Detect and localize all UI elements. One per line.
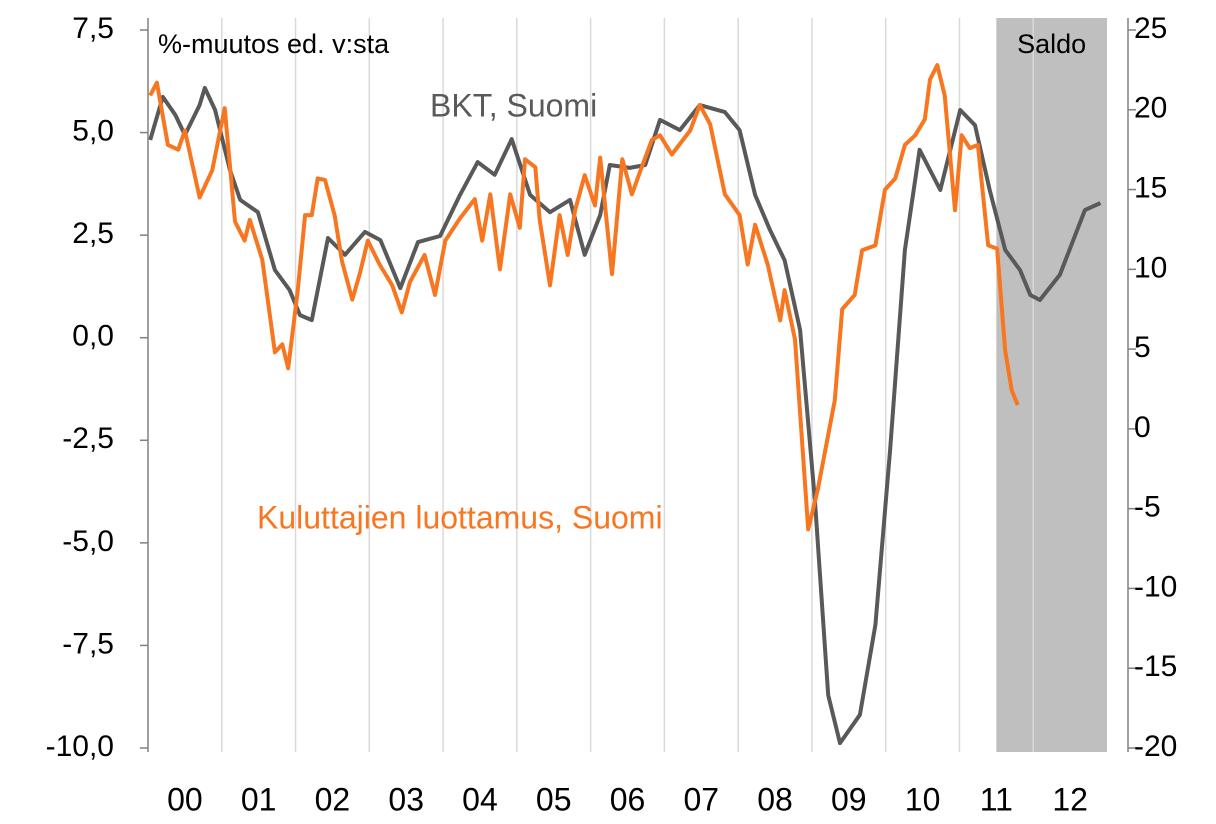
x-tick-label: 09 — [831, 781, 867, 817]
y2-tick-label: 10 — [1134, 251, 1167, 284]
x-tick-label: 07 — [683, 781, 719, 817]
plot-back — [221, 18, 1107, 752]
plot-lines — [148, 63, 1102, 746]
y2-tick-label: -5 — [1134, 491, 1161, 524]
x-tick-label: 04 — [462, 781, 498, 817]
y-tick-label: 7,5 — [72, 12, 114, 45]
x-tick-label: 10 — [905, 781, 941, 817]
shaded-region — [996, 18, 1107, 752]
y2-tick-label: -20 — [1134, 730, 1177, 763]
shade-label: Saldo — [1017, 29, 1086, 59]
x-tick-label: 01 — [241, 781, 277, 817]
y-tick-label: 0,0 — [72, 320, 114, 353]
y-tick-label: 5,0 — [72, 114, 114, 147]
x-tick-label: 08 — [757, 781, 793, 817]
y2-tick-label: 15 — [1134, 171, 1167, 204]
y-tick-label: 2,5 — [72, 217, 114, 250]
y2-tick-label: 0 — [1134, 411, 1151, 444]
x-tick-label: 11 — [980, 781, 1013, 817]
y2-tick-label: -10 — [1134, 570, 1177, 603]
y2-tick-label: -15 — [1134, 650, 1177, 683]
y-tick-label: -5,0 — [62, 525, 114, 558]
x-tick-label: 05 — [536, 781, 572, 817]
series-line — [148, 85, 1102, 746]
series-line — [148, 63, 1020, 532]
plot-front: %-muutos ed. v:sta BKT, Suomi Kuluttajie… — [46, 12, 1178, 818]
y-tick-label: -7,5 — [62, 627, 114, 660]
x-tick-label: 06 — [610, 781, 646, 817]
x-tick-label: 02 — [315, 781, 351, 817]
y2-tick-label: 20 — [1134, 92, 1167, 125]
y-tick-label: -10,0 — [46, 730, 114, 763]
y2-tick-label: 25 — [1134, 12, 1167, 45]
x-tick-label: 03 — [388, 781, 424, 817]
y-tick-label: -2,5 — [62, 422, 114, 455]
x-tick-label: 00 — [167, 781, 203, 817]
x-tick-label: 12 — [1052, 781, 1088, 817]
series-label: BKT, Suomi — [430, 87, 597, 123]
series-label: Kuluttajien luottamus, Suomi — [257, 499, 663, 535]
axis-note: %-muutos ed. v:sta — [158, 29, 390, 59]
y2-tick-label: 5 — [1134, 331, 1151, 364]
